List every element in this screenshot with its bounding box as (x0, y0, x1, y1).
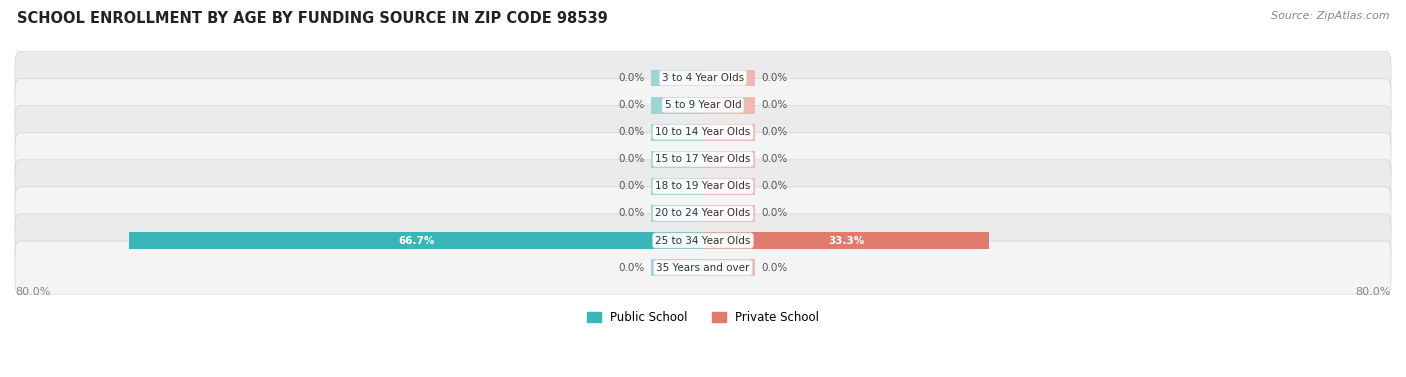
Bar (703, 178, 755, 195)
Bar (651, 259, 703, 276)
Text: 0.0%: 0.0% (619, 154, 644, 164)
Text: 0.0%: 0.0% (619, 73, 644, 83)
Text: 0.0%: 0.0% (762, 263, 787, 273)
Bar (651, 151, 703, 168)
FancyBboxPatch shape (15, 241, 1391, 294)
FancyBboxPatch shape (15, 214, 1391, 267)
Text: 0.0%: 0.0% (762, 73, 787, 83)
Text: 0.0%: 0.0% (619, 208, 644, 218)
Text: 0.0%: 0.0% (762, 208, 787, 218)
Text: 35 Years and over: 35 Years and over (657, 263, 749, 273)
Text: 80.0%: 80.0% (1355, 287, 1391, 297)
Text: SCHOOL ENROLLMENT BY AGE BY FUNDING SOURCE IN ZIP CODE 98539: SCHOOL ENROLLMENT BY AGE BY FUNDING SOUR… (17, 11, 607, 26)
Bar (651, 178, 703, 195)
FancyBboxPatch shape (15, 133, 1391, 186)
Text: 0.0%: 0.0% (619, 263, 644, 273)
Text: 0.0%: 0.0% (762, 127, 787, 137)
Bar (703, 97, 755, 113)
Text: Source: ZipAtlas.com: Source: ZipAtlas.com (1271, 11, 1389, 21)
FancyBboxPatch shape (15, 160, 1391, 213)
Text: 10 to 14 Year Olds: 10 to 14 Year Olds (655, 127, 751, 137)
Text: 18 to 19 Year Olds: 18 to 19 Year Olds (655, 181, 751, 192)
Bar (651, 205, 703, 222)
Text: 66.7%: 66.7% (398, 236, 434, 245)
FancyBboxPatch shape (15, 106, 1391, 159)
Bar (703, 124, 755, 141)
Bar (703, 232, 990, 249)
Text: 3 to 4 Year Olds: 3 to 4 Year Olds (662, 73, 744, 83)
Text: 0.0%: 0.0% (762, 181, 787, 192)
Text: 0.0%: 0.0% (619, 100, 644, 110)
Bar (651, 70, 703, 86)
Legend: Public School, Private School: Public School, Private School (582, 306, 824, 329)
Text: 0.0%: 0.0% (762, 154, 787, 164)
Text: 0.0%: 0.0% (619, 181, 644, 192)
Bar (129, 232, 703, 249)
FancyBboxPatch shape (15, 52, 1391, 104)
Bar (703, 70, 755, 86)
Text: 80.0%: 80.0% (15, 287, 51, 297)
Text: 0.0%: 0.0% (762, 100, 787, 110)
Text: 33.3%: 33.3% (828, 236, 865, 245)
Text: 25 to 34 Year Olds: 25 to 34 Year Olds (655, 236, 751, 245)
FancyBboxPatch shape (15, 79, 1391, 132)
Text: 20 to 24 Year Olds: 20 to 24 Year Olds (655, 208, 751, 218)
FancyBboxPatch shape (15, 187, 1391, 240)
Bar (651, 124, 703, 141)
Bar (703, 151, 755, 168)
Text: 0.0%: 0.0% (619, 127, 644, 137)
Bar (703, 205, 755, 222)
Text: 5 to 9 Year Old: 5 to 9 Year Old (665, 100, 741, 110)
Bar (703, 259, 755, 276)
Text: 15 to 17 Year Olds: 15 to 17 Year Olds (655, 154, 751, 164)
Bar (651, 97, 703, 113)
